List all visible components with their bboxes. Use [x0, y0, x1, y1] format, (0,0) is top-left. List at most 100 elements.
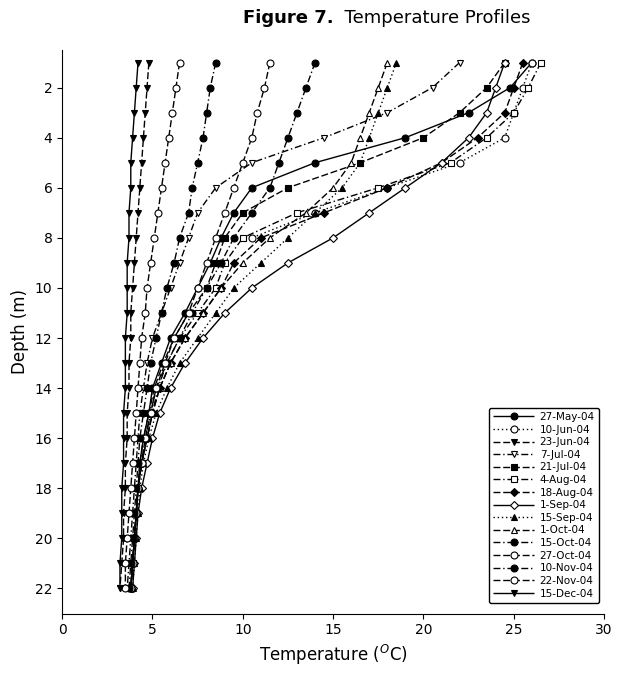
4-Aug-04	[221, 259, 228, 267]
23-Jun-04	[120, 534, 127, 542]
23-Jun-04	[124, 409, 131, 417]
15-Sep-04	[374, 108, 382, 117]
15-Dec-04	[129, 134, 136, 142]
4-Aug-04	[129, 559, 136, 567]
10-Nov-04	[152, 334, 160, 342]
18-Aug-04	[129, 559, 136, 567]
27-Oct-04	[129, 559, 136, 567]
18-Aug-04	[167, 359, 174, 367]
1-Sep-04	[402, 184, 409, 192]
22-Nov-04	[150, 234, 158, 242]
22-Nov-04	[158, 184, 165, 192]
23-Jun-04	[127, 334, 135, 342]
21-Jul-04	[136, 459, 144, 467]
27-Oct-04	[134, 484, 142, 492]
15-Dec-04	[125, 209, 133, 217]
10-Jun-04	[311, 209, 319, 217]
15-Sep-04	[230, 284, 238, 292]
7-Jul-04	[125, 559, 133, 567]
27-Oct-04	[221, 209, 228, 217]
27-May-04	[465, 108, 472, 117]
10-Jun-04	[501, 134, 509, 142]
15-Sep-04	[356, 159, 364, 167]
7-Jul-04	[144, 359, 151, 367]
10-Nov-04	[144, 384, 151, 392]
1-Sep-04	[129, 584, 136, 593]
27-Oct-04	[230, 184, 238, 192]
23-Jun-04	[134, 209, 142, 217]
18-Aug-04	[132, 509, 140, 517]
10-Nov-04	[188, 184, 196, 192]
4-Aug-04	[537, 58, 545, 66]
23-Jun-04	[120, 509, 127, 517]
7-Jul-04	[158, 309, 165, 317]
18-Aug-04	[144, 434, 151, 442]
23-Jun-04	[125, 359, 133, 367]
X-axis label: Temperature ($^O$C): Temperature ($^O$C)	[259, 643, 407, 667]
1-Sep-04	[156, 409, 163, 417]
21-Jul-04	[132, 509, 140, 517]
4-Aug-04	[525, 83, 532, 92]
27-May-04	[507, 83, 514, 92]
18-Aug-04	[181, 334, 188, 342]
23-Jun-04	[118, 559, 125, 567]
27-Oct-04	[194, 284, 202, 292]
18-Aug-04	[217, 284, 225, 292]
15-Sep-04	[136, 484, 144, 492]
1-Sep-04	[132, 534, 140, 542]
1-Sep-04	[465, 134, 472, 142]
18-Aug-04	[501, 108, 509, 117]
7-Jul-04	[129, 509, 136, 517]
15-Oct-04	[154, 384, 162, 392]
Line: 1-Oct-04: 1-Oct-04	[127, 59, 391, 592]
27-May-04	[149, 384, 156, 392]
22-Nov-04	[132, 409, 140, 417]
10-Nov-04	[132, 484, 140, 492]
4-Aug-04	[130, 534, 138, 542]
15-Oct-04	[134, 484, 142, 492]
4-Aug-04	[138, 459, 145, 467]
18-Aug-04	[519, 58, 527, 66]
15-Dec-04	[127, 184, 135, 192]
15-Sep-04	[132, 534, 140, 542]
23-Jun-04	[138, 159, 145, 167]
27-Oct-04	[248, 134, 256, 142]
22-Nov-04	[162, 159, 169, 167]
1-Oct-04	[239, 259, 246, 267]
18-Aug-04	[130, 534, 138, 542]
1-Oct-04	[138, 459, 145, 467]
21-Jul-04	[145, 409, 153, 417]
1-Sep-04	[149, 434, 156, 442]
15-Dec-04	[120, 459, 127, 467]
15-Sep-04	[129, 584, 136, 593]
1-Oct-04	[199, 309, 207, 317]
15-Dec-04	[134, 58, 142, 66]
1-Sep-04	[138, 484, 145, 492]
27-Oct-04	[266, 58, 274, 66]
27-Oct-04	[239, 159, 246, 167]
1-Oct-04	[127, 584, 135, 593]
15-Oct-04	[284, 134, 291, 142]
27-Oct-04	[132, 509, 140, 517]
15-Sep-04	[311, 209, 319, 217]
22-Nov-04	[142, 309, 149, 317]
15-Dec-04	[116, 559, 124, 567]
15-Oct-04	[311, 58, 319, 66]
21-Jul-04	[127, 584, 135, 593]
7-Jul-04	[185, 234, 192, 242]
27-Oct-04	[261, 83, 268, 92]
22-Nov-04	[165, 134, 172, 142]
7-Jul-04	[136, 409, 144, 417]
7-Jul-04	[384, 108, 391, 117]
27-Oct-04	[152, 384, 160, 392]
23-Jun-04	[145, 58, 153, 66]
4-Aug-04	[134, 484, 142, 492]
27-Oct-04	[130, 534, 138, 542]
1-Sep-04	[492, 83, 499, 92]
15-Dec-04	[132, 83, 140, 92]
18-Aug-04	[474, 134, 482, 142]
15-Sep-04	[163, 384, 171, 392]
15-Oct-04	[266, 184, 274, 192]
15-Dec-04	[122, 359, 129, 367]
4-Aug-04	[127, 584, 135, 593]
